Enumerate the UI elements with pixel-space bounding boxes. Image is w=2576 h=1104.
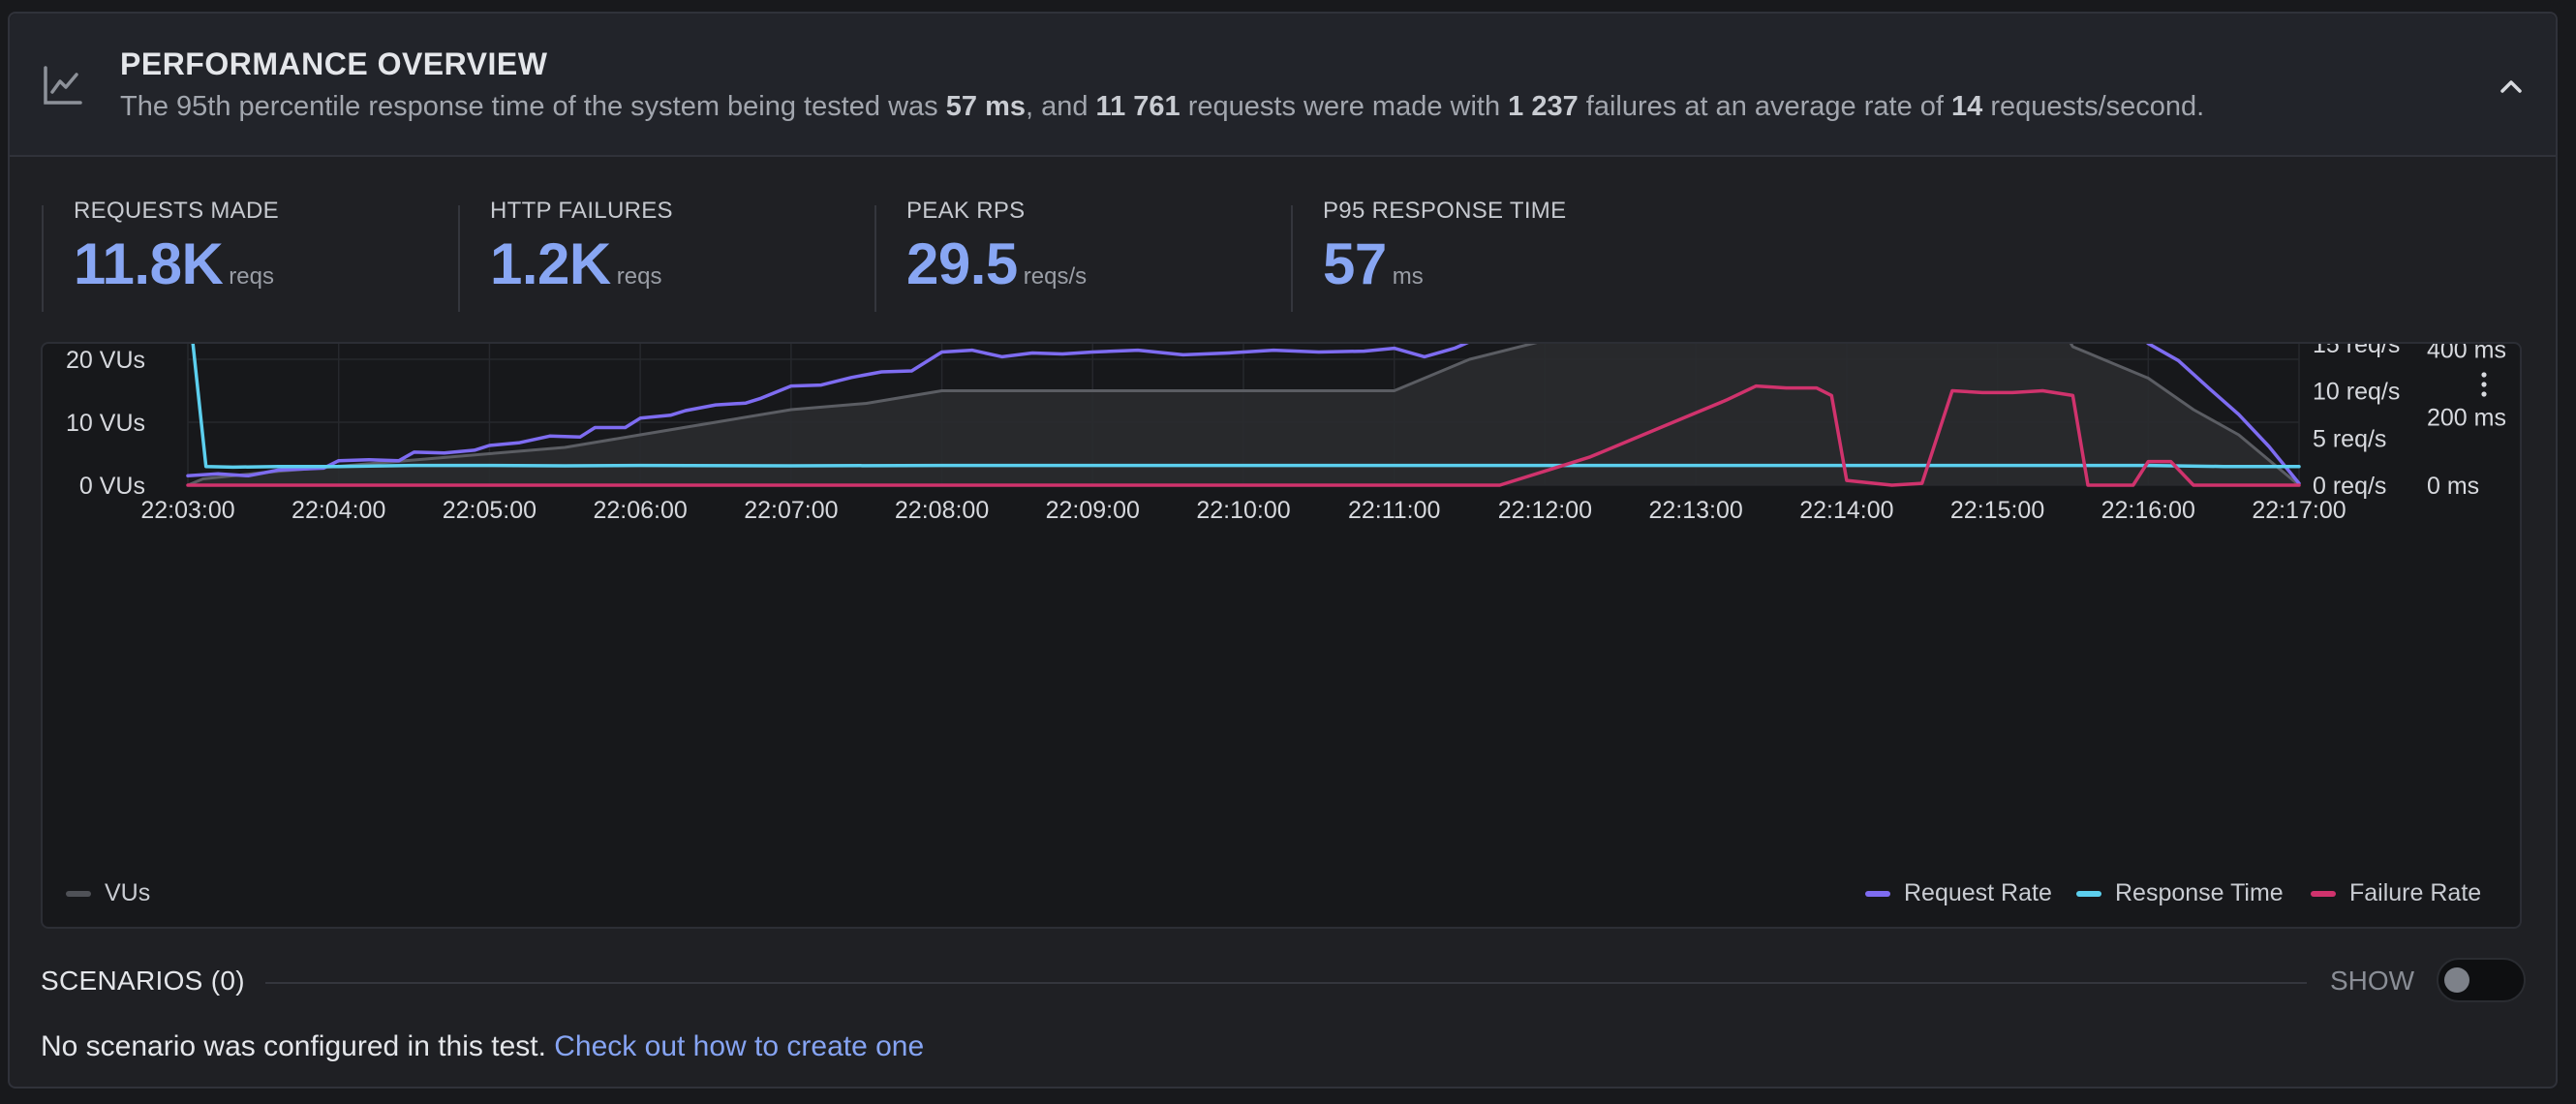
- x-tick-label: 22:11:00: [1348, 497, 1440, 524]
- show-label: SHOW: [2330, 966, 2415, 996]
- stat-divider: [458, 205, 460, 312]
- stat-label: P95 RESPONSE TIME: [1323, 198, 1567, 224]
- legend-swatch: [2076, 891, 2101, 898]
- summary-requests: 11 761: [1095, 91, 1181, 122]
- scenarios-title: SCENARIOS (0): [41, 966, 245, 996]
- stat-value: 29.5: [906, 231, 1018, 296]
- legend-item-vus[interactable]: VUs: [66, 879, 150, 912]
- stat-unit: reqs: [616, 263, 662, 290]
- legend-swatch: [66, 891, 91, 898]
- stat-divider: [42, 205, 44, 312]
- y-left-tick-label: 20 VUs: [66, 347, 145, 374]
- y-right-rps-tick-label: 15 req/s: [2313, 344, 2400, 358]
- y-right-ms-tick-label: 200 ms: [2427, 405, 2506, 432]
- stat-http-failures: HTTP FAILURES 1.2K reqs: [490, 198, 673, 314]
- stat-value: 1.2K: [490, 231, 611, 296]
- x-tick-label: 22:05:00: [443, 497, 537, 524]
- timeseries-chart: 22:03:00 22:04:00 22:05:00 22:06:00 22:07:00…: [66, 344, 2506, 524]
- legend-label: VUs: [105, 879, 151, 906]
- summary-rate: 14: [1951, 91, 1983, 122]
- divider: [265, 982, 2307, 984]
- x-tick-label: 22:15:00: [1950, 497, 2044, 524]
- y-right-rps-tick-label: 10 req/s: [2313, 379, 2400, 406]
- stat-divider: [874, 205, 876, 312]
- stat-peak-rps: PEAK RPS 29.5 reqs/s: [906, 198, 1087, 314]
- stat-unit: reqs: [229, 263, 274, 290]
- x-tick-label: 22:16:00: [2101, 497, 2195, 524]
- no-scenario-message: No scenario was configured in this test.…: [41, 1030, 925, 1062]
- stat-value: 11.8K: [74, 231, 224, 296]
- summary-p95: 57 ms: [945, 91, 1026, 122]
- stat-requests-made: REQUESTS MADE 11.8K reqs: [74, 198, 279, 314]
- create-scenario-link[interactable]: Check out how to create one: [554, 1030, 925, 1062]
- panel-header: PERFORMANCE OVERVIEW The 95th percentile…: [10, 14, 2556, 157]
- series-line-failure-rate: [186, 383, 2301, 487]
- x-tick-label: 22:14:00: [1799, 497, 1893, 524]
- chevron-up-icon[interactable]: [2482, 58, 2540, 116]
- x-tick-label: 22:04:00: [291, 497, 385, 524]
- y-right-rps-tick-label: 0 req/s: [2313, 473, 2386, 500]
- stat-unit: ms: [1392, 263, 1424, 290]
- stat-label: REQUESTS MADE: [74, 198, 279, 224]
- legend-swatch: [1865, 891, 1890, 898]
- stat-divider: [1291, 205, 1293, 312]
- x-tick-label: 22:07:00: [744, 497, 838, 524]
- series-line-request-rate: [186, 344, 2301, 485]
- series-line-vus: [186, 344, 2301, 487]
- legend-item-request-rate[interactable]: Request Rate: [1865, 879, 2052, 912]
- summary-failures: 1 237: [1508, 91, 1579, 122]
- series-line-response-time: [191, 344, 2301, 470]
- legend-item-response-time[interactable]: Response Time: [2076, 879, 2284, 912]
- legend-label: Request Rate: [1904, 879, 2052, 906]
- y-right-ms-tick-label: 400 ms: [2427, 344, 2506, 363]
- legend-label: Response Time: [2115, 879, 2284, 906]
- kebab-menu-icon[interactable]: [2469, 365, 2499, 404]
- performance-overview-panel: PERFORMANCE OVERVIEW The 95th percentile…: [8, 12, 2558, 1089]
- panel-title: PERFORMANCE OVERVIEW: [120, 46, 548, 81]
- toggle-knob: [2444, 967, 2469, 993]
- stat-label: PEAK RPS: [906, 198, 1026, 224]
- stat-p95-response: P95 RESPONSE TIME 57 ms: [1323, 198, 1566, 314]
- x-tick-label: 22:08:00: [895, 497, 989, 524]
- y-left-tick-label: 10 VUs: [66, 410, 145, 437]
- x-tick-label: 22:13:00: [1648, 497, 1742, 524]
- x-tick-label: 22:12:00: [1498, 497, 1592, 524]
- x-tick-label: 22:03:00: [140, 497, 234, 524]
- y-left-tick-label: 0 VUs: [79, 473, 145, 500]
- scenarios-section: SCENARIOS (0) SHOW: [41, 958, 2539, 1006]
- x-tick-label: 22:10:00: [1196, 497, 1290, 524]
- summary-text: The 95th percentile response time of the…: [120, 91, 2205, 122]
- x-tick-label: 22:06:00: [593, 497, 687, 524]
- y-right-ms-tick-label: 0 ms: [2427, 473, 2479, 500]
- line-chart-icon: [44, 66, 82, 105]
- legend-label: Failure Rate: [2349, 879, 2482, 906]
- stat-value: 57: [1323, 231, 1387, 296]
- stat-label: HTTP FAILURES: [490, 198, 673, 224]
- x-tick-label: 22:17:00: [2252, 497, 2346, 524]
- legend-swatch: [2311, 891, 2336, 898]
- stat-unit: reqs/s: [1023, 263, 1088, 290]
- series-area-vus: [188, 344, 2299, 485]
- x-tick-label: 22:09:00: [1046, 497, 1140, 524]
- show-scenarios-toggle[interactable]: [2437, 958, 2526, 1002]
- y-right-rps-tick-label: 5 req/s: [2313, 425, 2386, 452]
- legend-item-failure-rate[interactable]: Failure Rate: [2311, 879, 2481, 912]
- chart-card: 22:03:00 22:04:00 22:05:00 22:06:00 22:07:00…: [41, 342, 2522, 929]
